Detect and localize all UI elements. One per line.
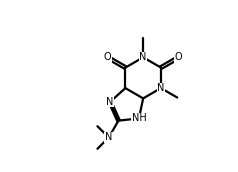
Text: N: N	[106, 97, 114, 107]
Text: NH: NH	[132, 114, 146, 123]
Text: N: N	[105, 132, 112, 142]
Text: N: N	[157, 83, 165, 93]
Text: O: O	[104, 52, 111, 62]
Text: O: O	[175, 52, 183, 62]
Text: N: N	[139, 52, 147, 62]
